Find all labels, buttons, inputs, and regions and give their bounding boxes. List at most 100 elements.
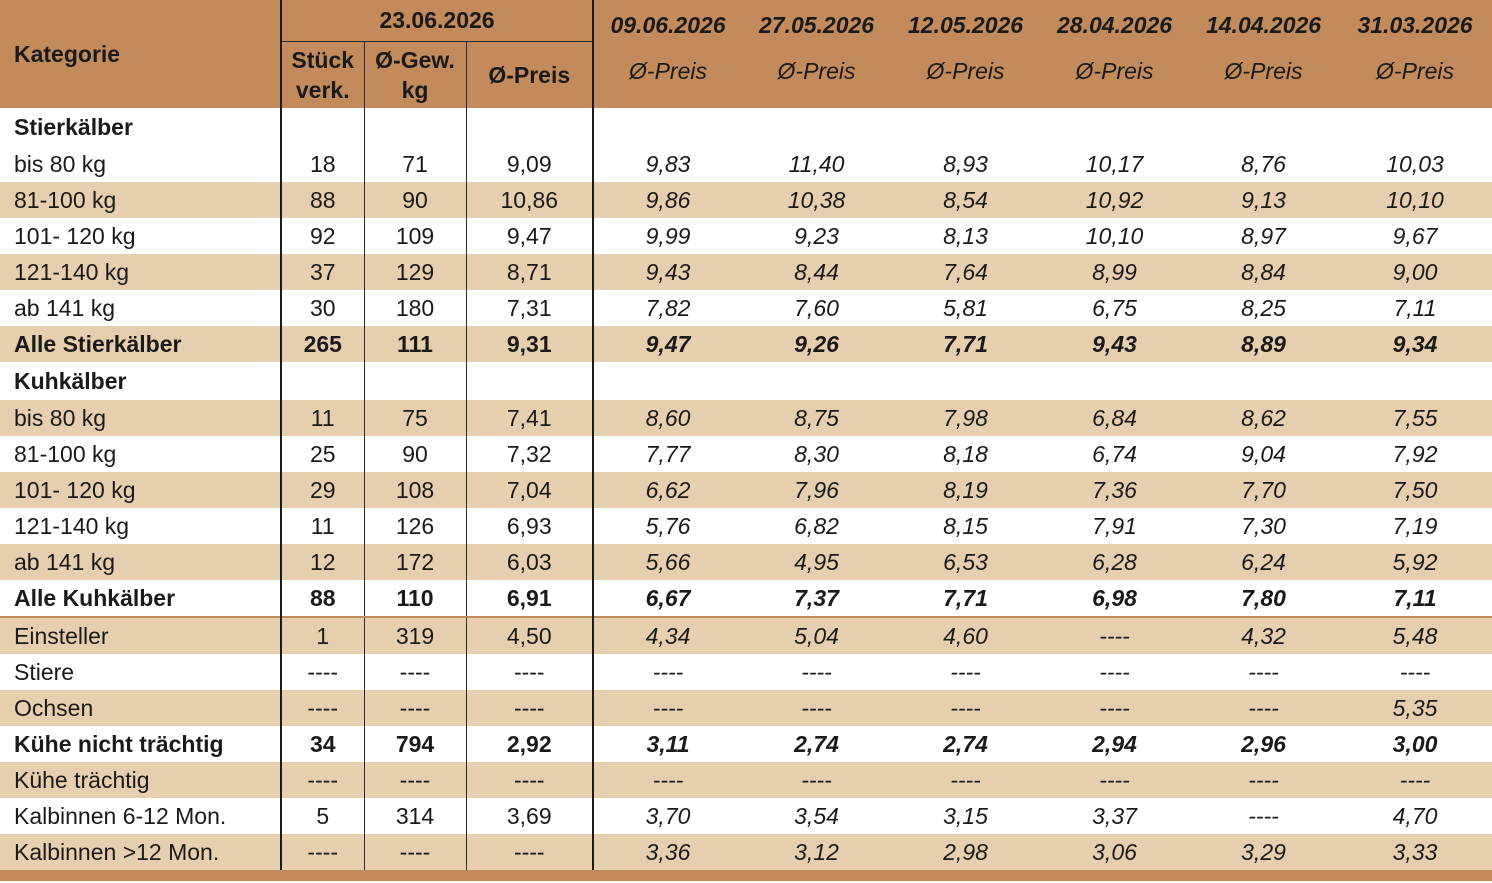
row-label: Kühe trächtig bbox=[0, 762, 282, 798]
cell-gewicht: 172 bbox=[364, 544, 467, 580]
cell-prev-preis: 7,91 bbox=[1040, 508, 1190, 544]
cell-preis: 9,09 bbox=[466, 146, 595, 182]
cell-prev-preis: ---- bbox=[593, 690, 743, 726]
cell-preis: 7,31 bbox=[466, 290, 595, 326]
cell-prev-preis: 8,89 bbox=[1189, 326, 1339, 362]
cell-prev-preis: 7,11 bbox=[1338, 580, 1492, 617]
cell-gewicht: 90 bbox=[364, 182, 467, 218]
cell-stueck: 11 bbox=[281, 400, 365, 436]
cell-stueck: 11 bbox=[281, 508, 365, 544]
cell-prev-preis: 8,13 bbox=[891, 218, 1041, 254]
header-prev-date: 27.05.2026 bbox=[742, 0, 892, 41]
cell-prev-preis: 6,24 bbox=[1189, 544, 1339, 580]
header-prev-preis: Ø-Preis bbox=[1040, 41, 1190, 108]
row-label: Stiere bbox=[0, 654, 282, 690]
cell-preis: ---- bbox=[466, 834, 595, 870]
cell-prev-preis: 6,75 bbox=[1040, 290, 1190, 326]
header-prev-date: 28.04.2026 bbox=[1040, 0, 1190, 41]
cell-preis: 2,92 bbox=[466, 726, 595, 762]
cell-preis bbox=[466, 108, 595, 146]
header-prev-preis: Ø-Preis bbox=[891, 41, 1041, 108]
cell-prev-preis bbox=[742, 362, 892, 400]
cell-prev-preis: 5,04 bbox=[742, 616, 892, 654]
cell-prev-preis: ---- bbox=[1338, 654, 1492, 690]
cell-gewicht: 110 bbox=[364, 580, 467, 617]
row-label: Kühe nicht trächtig bbox=[0, 726, 282, 762]
cell-prev-preis: 6,98 bbox=[1040, 580, 1190, 617]
cell-prev-preis: 4,95 bbox=[742, 544, 892, 580]
row-label: Kalbinnen >12 Mon. bbox=[0, 834, 282, 870]
cell-prev-preis: 9,67 bbox=[1338, 218, 1492, 254]
cell-preis: 6,91 bbox=[466, 580, 595, 617]
cell-prev-preis: 8,54 bbox=[891, 182, 1041, 218]
cell-preis bbox=[466, 362, 595, 400]
cell-prev-preis: 7,19 bbox=[1338, 508, 1492, 544]
cell-prev-preis: 3,54 bbox=[742, 798, 892, 834]
cell-prev-preis: 9,23 bbox=[742, 218, 892, 254]
cell-preis: 7,41 bbox=[466, 400, 595, 436]
cell-prev-preis: 3,11 bbox=[593, 726, 743, 762]
cell-prev-preis: 7,37 bbox=[742, 580, 892, 617]
table-footer-bar bbox=[0, 870, 1492, 881]
cell-prev-preis: 10,17 bbox=[1040, 146, 1190, 182]
cell-preis: 7,32 bbox=[466, 436, 595, 472]
cell-preis: 4,50 bbox=[466, 616, 595, 654]
table-row: Stierkälber bbox=[0, 108, 1492, 146]
row-label: bis 80 kg bbox=[0, 146, 282, 182]
cell-prev-preis: 9,83 bbox=[593, 146, 743, 182]
cell-prev-preis bbox=[742, 108, 892, 146]
cell-prev-preis: 7,30 bbox=[1189, 508, 1339, 544]
cell-prev-preis bbox=[593, 362, 743, 400]
cell-stueck bbox=[281, 362, 365, 400]
cell-prev-preis: 6,74 bbox=[1040, 436, 1190, 472]
cell-prev-preis: 10,38 bbox=[742, 182, 892, 218]
table-header: Kategorie 23.06.2026 09.06.2026 27.05.20… bbox=[0, 0, 1492, 108]
cell-gewicht bbox=[364, 362, 467, 400]
cell-stueck: 12 bbox=[281, 544, 365, 580]
cell-prev-preis: 5,92 bbox=[1338, 544, 1492, 580]
cell-prev-preis: 7,96 bbox=[742, 472, 892, 508]
cell-prev-preis: 9,00 bbox=[1338, 254, 1492, 290]
cell-prev-preis: 8,93 bbox=[891, 146, 1041, 182]
cell-preis: ---- bbox=[466, 762, 595, 798]
cell-stueck: ---- bbox=[281, 834, 365, 870]
cell-prev-preis: 7,77 bbox=[593, 436, 743, 472]
header-prev-preis: Ø-Preis bbox=[593, 41, 743, 108]
table-row: 101- 120 kg 92 109 9,47 9,99 9,23 8,13 10,10 8,9… bbox=[0, 218, 1492, 254]
header-prev-preis: Ø-Preis bbox=[1189, 41, 1339, 108]
cell-preis: ---- bbox=[466, 690, 595, 726]
cell-gewicht: 126 bbox=[364, 508, 467, 544]
cell-prev-preis: 2,74 bbox=[742, 726, 892, 762]
cell-gewicht: 109 bbox=[364, 218, 467, 254]
cell-prev-preis: ---- bbox=[593, 654, 743, 690]
table-row: Alle Stierkälber 265 111 9,31 9,47 9,26 7,71 9,… bbox=[0, 326, 1492, 362]
cell-prev-preis: 5,35 bbox=[1338, 690, 1492, 726]
cell-prev-preis bbox=[891, 108, 1041, 146]
cell-gewicht: 794 bbox=[364, 726, 467, 762]
cell-prev-preis: 7,50 bbox=[1338, 472, 1492, 508]
cell-stueck: 88 bbox=[281, 182, 365, 218]
cell-gewicht: 75 bbox=[364, 400, 467, 436]
row-label: Kalbinnen 6-12 Mon. bbox=[0, 798, 282, 834]
table-row: bis 80 kg 11 75 7,41 8,60 8,75 7,98 6,84 8,62 7,5… bbox=[0, 400, 1492, 436]
cell-gewicht: 108 bbox=[364, 472, 467, 508]
cell-prev-preis: 9,13 bbox=[1189, 182, 1339, 218]
row-label: 81-100 kg bbox=[0, 182, 282, 218]
cell-prev-preis: ---- bbox=[891, 762, 1041, 798]
row-label: 101- 120 kg bbox=[0, 472, 282, 508]
cell-stueck: 34 bbox=[281, 726, 365, 762]
cell-prev-preis: 5,48 bbox=[1338, 616, 1492, 654]
cell-prev-preis: 8,75 bbox=[742, 400, 892, 436]
cell-prev-preis: 4,34 bbox=[593, 616, 743, 654]
row-label: 121-140 kg bbox=[0, 508, 282, 544]
row-label: ab 141 kg bbox=[0, 290, 282, 326]
cell-prev-preis: 6,67 bbox=[593, 580, 743, 617]
table-row: ab 141 kg 30 180 7,31 7,82 7,60 5,81 6,75 8,25 7,… bbox=[0, 290, 1492, 326]
cell-stueck: ---- bbox=[281, 762, 365, 798]
cell-prev-preis: 8,30 bbox=[742, 436, 892, 472]
cell-prev-preis: ---- bbox=[1040, 690, 1190, 726]
cell-prev-preis: 3,00 bbox=[1338, 726, 1492, 762]
cell-prev-preis: 6,53 bbox=[891, 544, 1041, 580]
cell-prev-preis: 8,99 bbox=[1040, 254, 1190, 290]
cell-prev-preis bbox=[891, 362, 1041, 400]
